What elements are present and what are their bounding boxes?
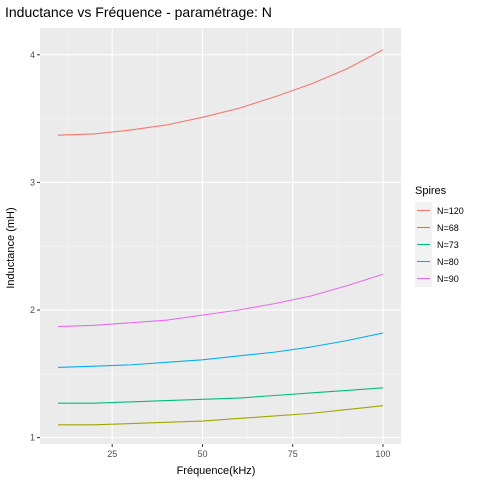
y-axis: 1 2 3 4 xyxy=(30,50,40,443)
y-tick-label: 2 xyxy=(30,305,35,315)
y-tick-label: 4 xyxy=(30,50,35,60)
plot-panel xyxy=(40,28,401,444)
series-line-N=120 xyxy=(58,49,384,136)
series-line-N=73 xyxy=(58,387,383,404)
legend-label: N=120 xyxy=(437,206,464,216)
legend-label: N=73 xyxy=(437,240,459,250)
x-tick-label: 100 xyxy=(375,449,390,459)
legend-label: N=90 xyxy=(437,274,459,284)
series-lines xyxy=(58,49,384,426)
x-tick-label: 25 xyxy=(107,449,117,459)
y-axis-title: Inductance (mH) xyxy=(5,207,17,288)
legend: Spires N=120 N=68 N=73 N=80 N=90 xyxy=(415,185,464,287)
legend-label: N=68 xyxy=(437,223,459,233)
major-gridlines xyxy=(40,28,401,444)
x-tick-label: 75 xyxy=(288,449,298,459)
series-line-N=80 xyxy=(58,332,384,368)
legend-label: N=80 xyxy=(437,257,459,267)
chart-title: Inductance vs Fréquence - paramétrage: N xyxy=(5,4,272,20)
legend-title: Spires xyxy=(415,185,447,197)
y-tick-label: 3 xyxy=(30,177,35,187)
minor-gridlines xyxy=(40,28,401,444)
x-axis-title: Fréquence(kHz) xyxy=(177,465,256,477)
series-line-N=68 xyxy=(58,405,384,426)
x-tick-label: 50 xyxy=(197,449,207,459)
series-line-N=90 xyxy=(58,273,384,328)
y-tick-label: 1 xyxy=(30,433,35,443)
x-axis: 25 50 75 100 xyxy=(107,444,390,459)
